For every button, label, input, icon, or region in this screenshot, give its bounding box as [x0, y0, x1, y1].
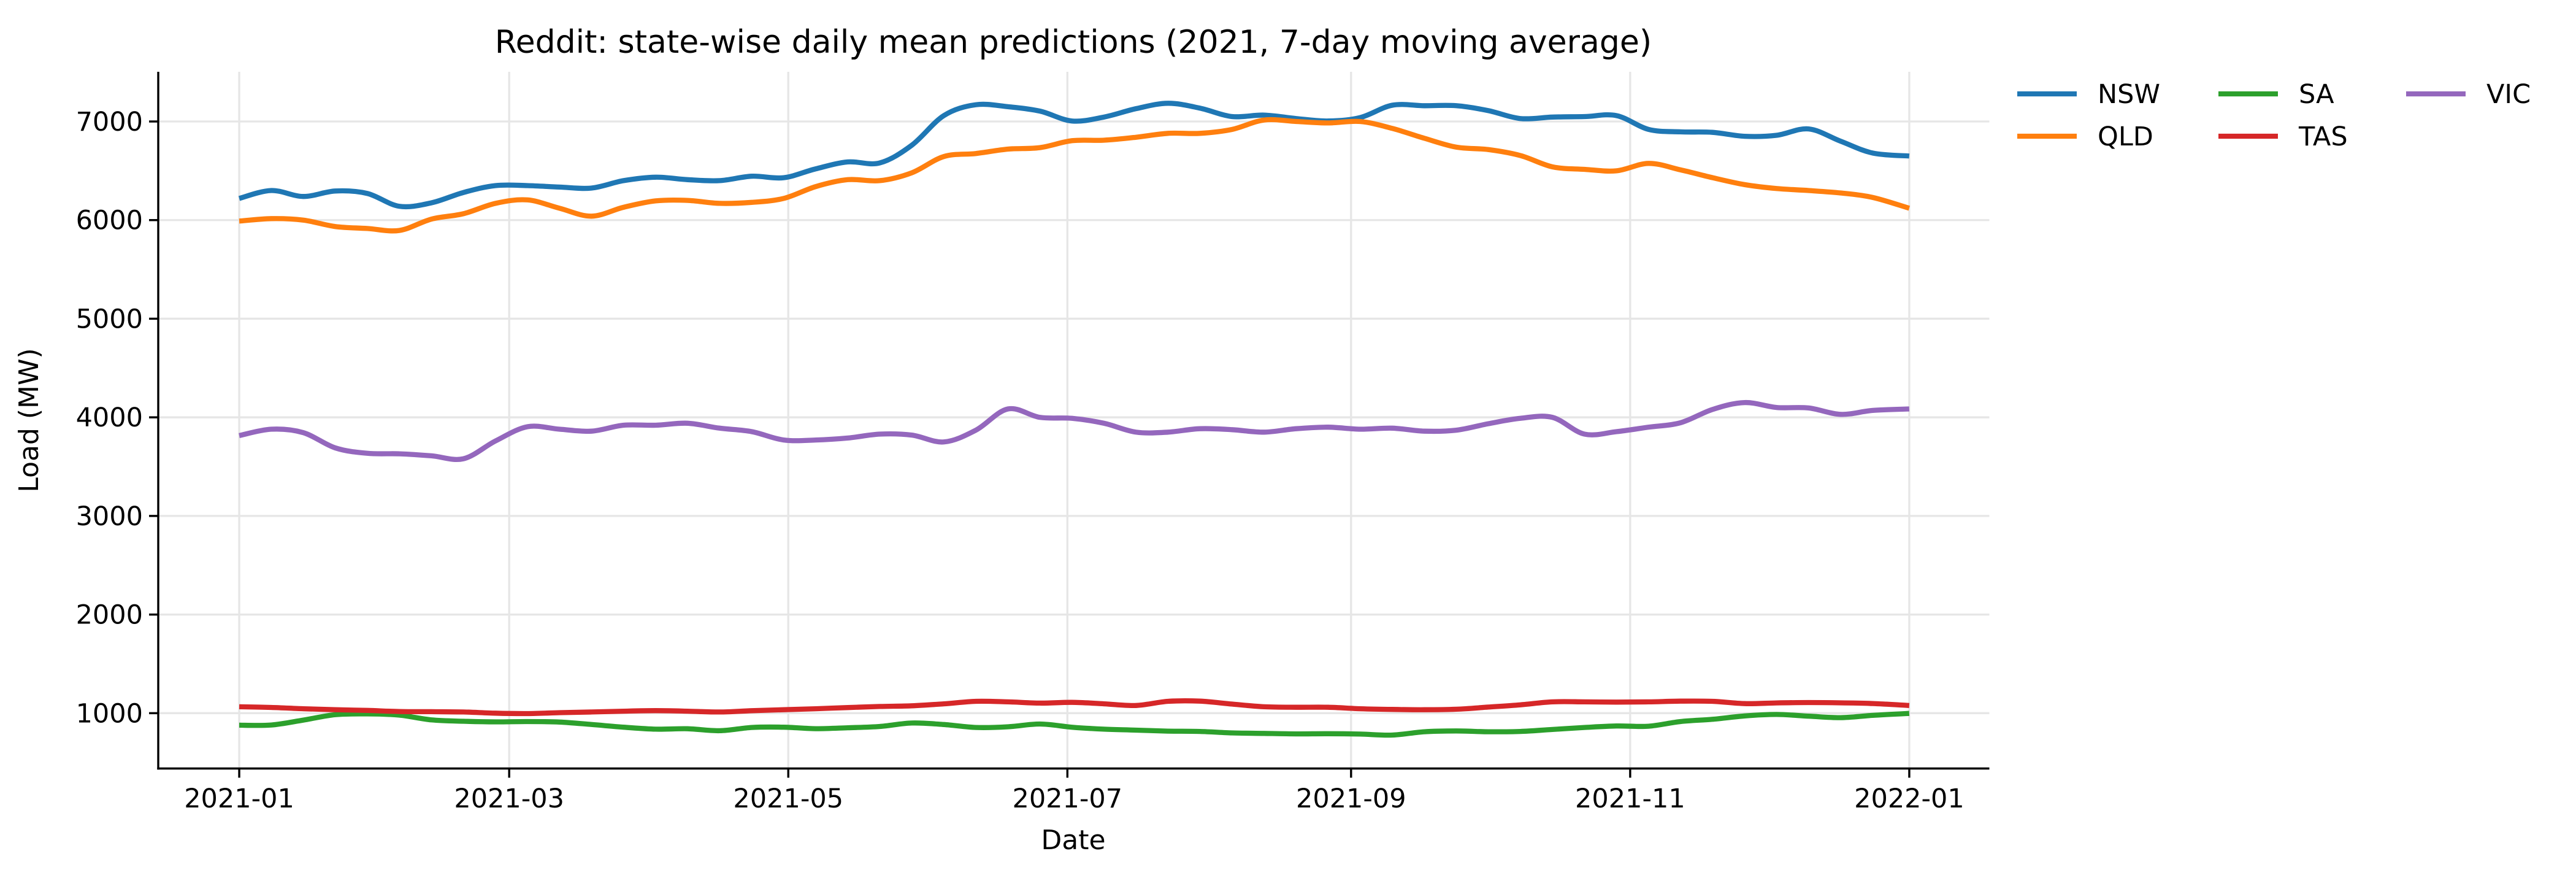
x-tick-label-2021-01: 2021-01	[184, 784, 294, 814]
legend-label-VIC: VIC	[2486, 79, 2531, 110]
series-line-TAS	[239, 698, 1910, 717]
legend-label-QLD: QLD	[2098, 121, 2153, 152]
y-tick-label-7000: 7000	[76, 107, 143, 137]
y-tick-label-1000: 1000	[76, 698, 143, 729]
y-tick-label-3000: 3000	[76, 501, 143, 532]
legend-label-NSW: NSW	[2098, 79, 2160, 110]
x-tick-label-2021-03: 2021-03	[454, 784, 564, 814]
y-tick-label-6000: 6000	[76, 206, 143, 236]
y-tick-label-4000: 4000	[76, 403, 143, 433]
legend-item-QLD: QLD	[2017, 121, 2153, 152]
x-tick-label-2021-07: 2021-07	[1012, 784, 1122, 814]
x-tick-label-2021-09: 2021-09	[1296, 784, 1406, 814]
legend-item-NSW: NSW	[2017, 79, 2160, 110]
tick-labels: 1000 2000 3000 4000 5000 6000 7000 2021-01 2021-…	[76, 107, 1965, 814]
series-line-SA	[239, 711, 1910, 738]
legend-label-SA: SA	[2299, 79, 2334, 110]
y-tick-label-5000: 5000	[76, 304, 143, 334]
x-tick-label-2021-11: 2021-11	[1575, 784, 1685, 814]
legend-item-SA: SA	[2218, 79, 2334, 110]
series-lines	[238, 101, 1911, 738]
x-tick-label-2021-05: 2021-05	[733, 784, 843, 814]
chart-title: Reddit: state-wise daily mean prediction…	[495, 24, 1652, 61]
series-line-VIC	[239, 399, 1910, 462]
x-tick-label-2022-01: 2022-01	[1854, 784, 1965, 814]
series-line-QLD	[239, 117, 1911, 234]
axes-spines-ticks	[149, 72, 1990, 778]
legend-item-TAS: TAS	[2218, 121, 2348, 152]
series-line-NSW	[238, 101, 1910, 210]
y-axis-label: Load (MW)	[13, 348, 45, 492]
legend: NSW QLD SA TAS VIC	[2017, 79, 2531, 152]
legend-item-VIC: VIC	[2406, 79, 2531, 110]
y-tick-label-2000: 2000	[76, 600, 143, 631]
x-axis-label: Date	[1041, 825, 1105, 856]
legend-label-TAS: TAS	[2298, 121, 2348, 152]
